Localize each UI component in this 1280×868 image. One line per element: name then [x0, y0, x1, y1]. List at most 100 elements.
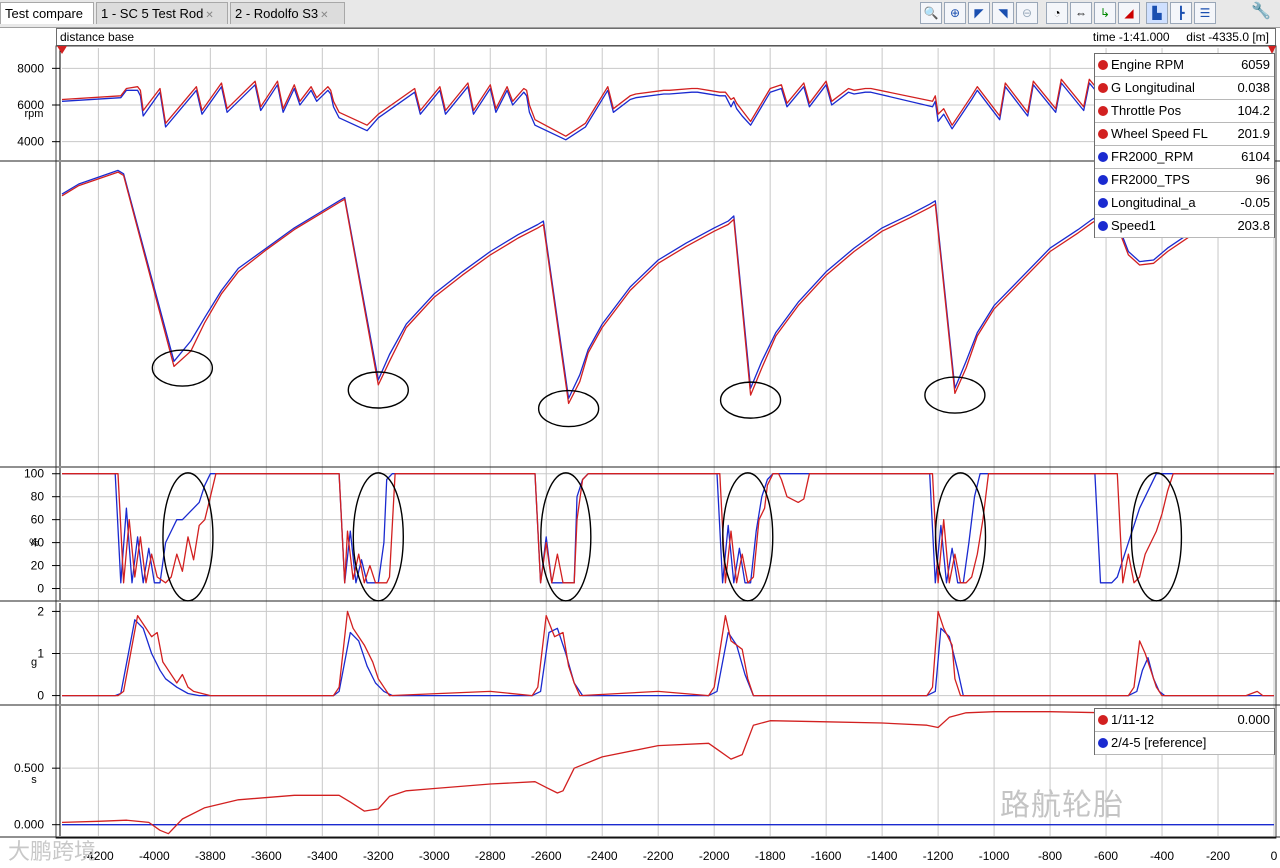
legend-name: Wheel Speed FL	[1111, 126, 1208, 141]
series-line-1-11-12	[61, 711, 1274, 835]
legend-name: FR2000_RPM	[1111, 149, 1194, 164]
y-tick-label: 1	[37, 647, 44, 661]
x-tick-label: -4200	[83, 849, 114, 863]
cursor-left-icon[interactable]: ◤	[968, 2, 990, 24]
x-tick-label: -200	[1206, 849, 1230, 863]
series-color-dot-icon	[1098, 198, 1108, 208]
legend-row[interactable]: Wheel Speed FL 201.9	[1095, 123, 1274, 146]
series-color-dot-icon	[1098, 129, 1108, 139]
annotation-ellipse	[347, 371, 409, 409]
annotation-ellipse	[162, 472, 214, 602]
tab-rodolfo-s3[interactable]: 2 - Rodolfo S3 ✕	[230, 2, 345, 24]
y-axis-label: s	[31, 774, 37, 786]
layout-2-icon[interactable]: ┣	[1170, 2, 1192, 24]
y-tick-label: 40	[31, 536, 45, 550]
x-tick-label: -600	[1094, 849, 1118, 863]
cursor-marker-right-icon	[1268, 46, 1276, 54]
legend-name: G Longitudinal	[1111, 80, 1195, 95]
x-tick-label: -3000	[419, 849, 450, 863]
fit-icon[interactable]: ⇔	[1070, 2, 1092, 24]
legend-value: 96	[1255, 172, 1270, 187]
x-tick-label: -800	[1038, 849, 1062, 863]
zoom-in-icon[interactable]: ⊕	[944, 2, 966, 24]
cursor-marker-left-icon	[57, 46, 67, 54]
series-color-dot-icon	[1098, 60, 1108, 70]
x-tick-label: -3600	[251, 849, 282, 863]
legend-name: Engine RPM	[1111, 57, 1184, 72]
x-tick-label: -3800	[195, 849, 226, 863]
series-color-dot-icon	[1098, 106, 1108, 116]
cursor-dist: dist -4335.0 [m]	[1186, 30, 1269, 44]
series-color-dot-icon	[1098, 738, 1108, 748]
toolbar: 🔍 ⊕ ◤ ◥ ⊖ ◔ ⇔ ↳ ◢ ▙ ┣ ☰ 🔧	[920, 2, 1276, 25]
legend-row[interactable]: Speed1 203.8	[1095, 215, 1274, 238]
x-tick-label: 0	[1271, 849, 1278, 863]
series-color-dot-icon	[1098, 221, 1108, 231]
y-tick-label: 8000	[17, 61, 44, 75]
legend-row[interactable]: 1/11-12 0.000	[1095, 709, 1274, 732]
tab-test-compare[interactable]: Test compare	[0, 2, 94, 24]
legend-value: 0.000	[1237, 712, 1270, 727]
tab-label: Test compare	[5, 6, 84, 21]
x-tick-label: -3400	[307, 849, 338, 863]
layout-1-icon[interactable]: ▙	[1146, 2, 1168, 24]
y-tick-label: 6000	[17, 98, 44, 112]
plot-frame	[55, 45, 1277, 839]
y-tick-label: 4000	[17, 135, 44, 149]
legend-row[interactable]: Longitudinal_a -0.05	[1095, 192, 1274, 215]
x-tick-label: -4000	[139, 849, 170, 863]
zoom-2d-icon[interactable]: 🔍	[920, 2, 942, 24]
legend-name: Longitudinal_a	[1111, 195, 1196, 210]
legend-main: Engine RPM 6059 G Longitudinal 0.038 Throttl…	[1094, 53, 1275, 238]
legend-value: 6059	[1241, 57, 1270, 72]
zoom-out-icon[interactable]: ⊖	[1016, 2, 1038, 24]
legend-row[interactable]: G Longitudinal 0.038	[1095, 77, 1274, 100]
settings-wrench-icon[interactable]: 🔧	[1251, 3, 1271, 20]
legend-row[interactable]: FR2000_RPM 6104	[1095, 146, 1274, 169]
y-tick-label: 0	[37, 689, 44, 703]
close-tab-icon[interactable]: ✕	[205, 10, 214, 21]
x-tick-label: -1200	[923, 849, 954, 863]
watermark-text-2: 大鹏跨境	[8, 840, 97, 865]
cursor-readout: time -1:41.000 dist -4335.0 [m]	[1093, 29, 1269, 45]
tab-sc5-test-rod[interactable]: 1 - SC 5 Test Rod ✕	[96, 2, 228, 24]
clock-icon[interactable]: ◔	[1046, 2, 1068, 24]
annotation-ellipse	[1130, 472, 1183, 602]
y-tick-label: 0.500	[14, 761, 44, 775]
legend-value: -0.05	[1240, 195, 1270, 210]
x-tick-label: -1600	[811, 849, 842, 863]
legend-row[interactable]: 2/4-5 [reference]	[1095, 732, 1274, 755]
y-tick-label: 0.000	[14, 818, 44, 832]
annotation-ellipse	[924, 376, 986, 414]
layout-3-icon[interactable]: ☰	[1194, 2, 1216, 24]
legend-name: Speed1	[1111, 218, 1156, 233]
cursor-right-icon[interactable]: ◥	[992, 2, 1014, 24]
x-tick-label: -2800	[475, 849, 506, 863]
x-tick-label: -3200	[363, 849, 394, 863]
x-tick-label: -2200	[643, 849, 674, 863]
legend-name: 1/11-12	[1111, 712, 1155, 727]
series-line-fr2000-rpm	[61, 78, 1275, 141]
overlay-icon[interactable]: ↳	[1094, 2, 1116, 24]
y-tick-label: 100	[24, 467, 44, 481]
x-tick-label: -1400	[867, 849, 898, 863]
y-tick-label: 0	[37, 582, 44, 596]
series-line-throttle-pos	[62, 473, 1274, 584]
x-tick-label: -1800	[755, 849, 786, 863]
legend-row[interactable]: FR2000_TPS 96	[1095, 169, 1274, 192]
cursor-time: time -1:41.000	[1092, 30, 1170, 44]
legend-value: 104.2	[1237, 103, 1270, 118]
legend-delta: 1/11-12 0.000 2/4-5 [reference]	[1094, 708, 1275, 755]
legend-value: 201.9	[1237, 126, 1270, 141]
x-tick-label: -1000	[979, 849, 1010, 863]
legend-row[interactable]: Throttle Pos 104.2	[1095, 100, 1274, 123]
series-color-dot-icon	[1098, 83, 1108, 93]
annotation-ellipse	[719, 381, 782, 419]
legend-value: 6104	[1241, 149, 1270, 164]
close-tab-icon[interactable]: ✕	[320, 10, 329, 21]
series-color-dot-icon	[1098, 152, 1108, 162]
triangle-icon[interactable]: ◢	[1118, 2, 1140, 24]
legend-row[interactable]: Engine RPM 6059	[1095, 54, 1274, 77]
legend-name: FR2000_TPS	[1111, 172, 1190, 187]
